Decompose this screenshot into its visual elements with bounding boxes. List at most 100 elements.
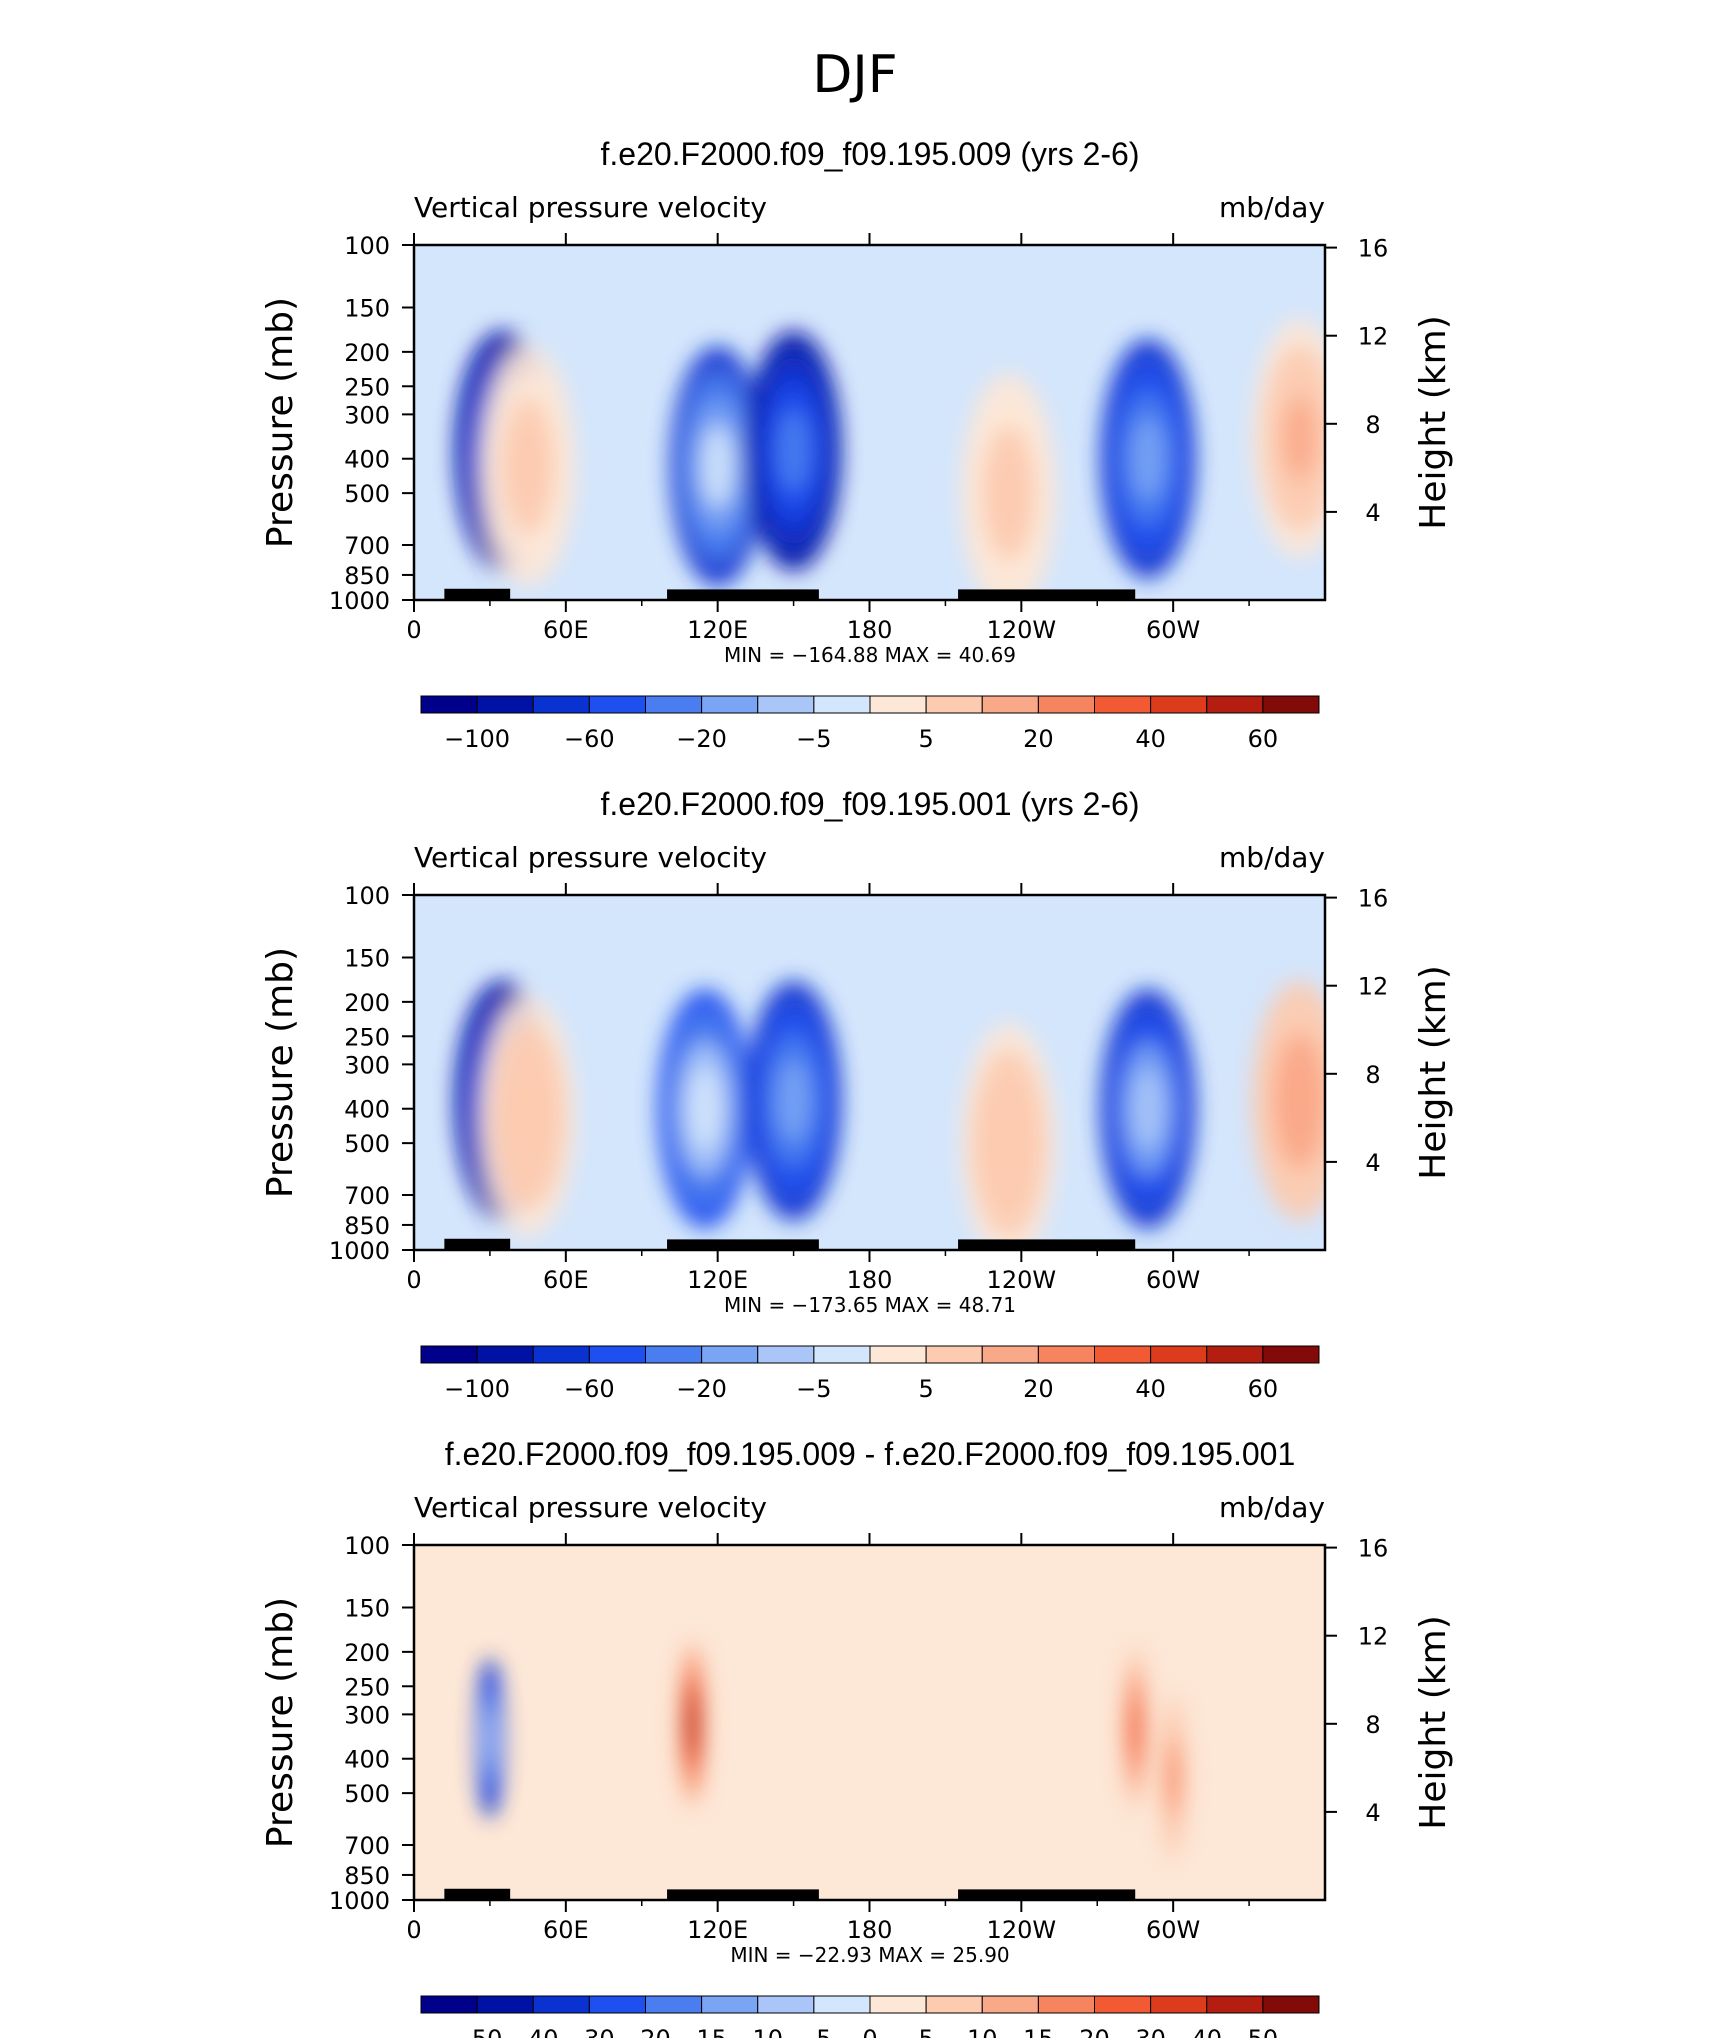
topography xyxy=(958,589,1136,600)
y-axis-label: Pressure (mb) xyxy=(260,297,301,548)
y-tick-label: 200 xyxy=(344,339,390,367)
x-tick-label: 180 xyxy=(847,1266,893,1294)
y-right-tick-label: 12 xyxy=(1358,973,1389,1001)
x-tick-label: 120E xyxy=(687,616,748,644)
colorbar-label: 50 xyxy=(1248,2025,1279,2038)
colorbar-label: −15 xyxy=(676,2025,727,2038)
x-tick-label: 120W xyxy=(987,1266,1057,1294)
colorbar-swatch xyxy=(757,695,815,714)
colorbar-swatch xyxy=(701,1995,759,2014)
topography xyxy=(667,589,819,600)
y-tick-label: 850 xyxy=(344,1212,390,1240)
y-tick-label: 700 xyxy=(344,532,390,560)
y-tick-label: 150 xyxy=(344,295,390,323)
y-right-tick-label: 12 xyxy=(1358,323,1389,351)
colorbar-swatch xyxy=(925,1345,983,1364)
colorbar-swatch xyxy=(476,1995,534,2014)
colorbar-swatch xyxy=(869,1995,927,2014)
y-tick-label: 250 xyxy=(344,1673,390,1701)
y-tick-label: 200 xyxy=(344,1639,390,1667)
y-tick-label: 150 xyxy=(344,1595,390,1623)
feature-blob xyxy=(511,425,545,508)
y-tick-label: 1000 xyxy=(329,1237,390,1265)
min-max-stats: MIN = −164.88 MAX = 40.69 xyxy=(724,643,1016,667)
y-tick-label: 700 xyxy=(344,1832,390,1860)
y-tick-label: 400 xyxy=(344,446,390,474)
field-features xyxy=(454,318,1325,600)
page-title: DJF xyxy=(812,45,897,105)
x-tick-label: 60E xyxy=(543,1266,589,1294)
colorbar-label: 5 xyxy=(918,1375,933,1403)
y-axis-right-label: Height (km) xyxy=(1413,315,1454,529)
contour-field xyxy=(414,1545,1325,1900)
colorbar-swatch xyxy=(588,1345,646,1364)
contour-field xyxy=(414,245,1325,600)
colorbar-label: 5 xyxy=(918,2025,933,2038)
y-right-tick-label: 8 xyxy=(1365,1061,1380,1089)
feature-blob xyxy=(1131,417,1165,500)
colorbar-label: −60 xyxy=(564,1375,615,1403)
colorbar-swatch xyxy=(532,1345,590,1364)
y-axis-right-label: Height (km) xyxy=(1413,965,1454,1179)
colorbar-swatch xyxy=(1262,1345,1320,1364)
colorbar-swatch xyxy=(813,1345,871,1364)
y-tick-label: 850 xyxy=(344,562,390,590)
colorbar-swatch xyxy=(1037,1345,1095,1364)
y-right-tick-label: 4 xyxy=(1365,499,1380,527)
x-tick-label: 60E xyxy=(543,1916,589,1944)
y-tick-label: 300 xyxy=(344,1051,390,1079)
min-max-stats: MIN = −22.93 MAX = 25.90 xyxy=(730,1943,1009,1967)
colorbar-swatch xyxy=(420,695,478,714)
colorbar-swatch xyxy=(1094,695,1152,714)
chart-title: f.e20.F2000.f09_f09.195.001 (yrs 2-6) xyxy=(600,786,1139,822)
y-tick-label: 150 xyxy=(344,945,390,973)
min-max-stats: MIN = −173.65 MAX = 48.71 xyxy=(724,1293,1016,1317)
colorbar-swatch xyxy=(1037,695,1095,714)
colorbar-label: 5 xyxy=(918,725,933,753)
colorbar-swatch xyxy=(420,1345,478,1364)
y-tick-label: 400 xyxy=(344,1096,390,1124)
y-tick-label: 850 xyxy=(344,1862,390,1890)
colorbar-swatch xyxy=(476,695,534,714)
topography xyxy=(958,1239,1136,1250)
colorbar-swatch xyxy=(1206,1995,1264,2014)
x-tick-label: 120E xyxy=(687,1916,748,1944)
colorbar-label: −40 xyxy=(508,2025,559,2038)
colorbar-swatch xyxy=(757,1345,815,1364)
colorbar-label: 15 xyxy=(1023,2025,1054,2038)
colorbar-swatch xyxy=(701,1345,759,1364)
units-label: mb/day xyxy=(1219,191,1325,224)
colorbar-label: −5 xyxy=(796,2025,831,2038)
colorbar-swatch xyxy=(645,1345,703,1364)
feature-blob xyxy=(992,1102,1026,1184)
colorbar-swatch xyxy=(420,1995,478,2014)
y-right-tick-label: 12 xyxy=(1358,1623,1389,1651)
colorbar-swatch xyxy=(588,695,646,714)
colorbar-swatch xyxy=(1037,1995,1095,2014)
feature-blob xyxy=(687,1697,698,1752)
x-tick-label: 120E xyxy=(687,1266,748,1294)
colorbar-label: 20 xyxy=(1079,2025,1110,2038)
feature-blob xyxy=(1131,1067,1165,1150)
y-tick-label: 1000 xyxy=(329,587,390,615)
feature-blob xyxy=(688,1067,722,1150)
x-tick-label: 180 xyxy=(847,616,893,644)
colorbar-swatch xyxy=(757,1995,815,2014)
y-tick-label: 300 xyxy=(344,401,390,429)
colorbar-swatch xyxy=(981,1345,1039,1364)
colorbar-swatch xyxy=(1094,1345,1152,1364)
x-tick-label: 60E xyxy=(543,616,589,644)
colorbar-label: 40 xyxy=(1135,725,1166,753)
chart-panel-2: f.e20.F2000.f09_f09.195.001 (yrs 2-6) Ver… xyxy=(260,786,1454,1403)
contour-field xyxy=(414,895,1325,1250)
colorbar-label: −30 xyxy=(564,2025,615,2038)
colorbar-label: 40 xyxy=(1135,1375,1166,1403)
colorbar-swatch xyxy=(476,1345,534,1364)
colorbar-swatch xyxy=(813,1995,871,2014)
x-tick-label: 0 xyxy=(406,1916,421,1944)
y-right-tick-label: 8 xyxy=(1365,411,1380,439)
x-tick-label: 60W xyxy=(1146,1916,1200,1944)
colorbar-label: 20 xyxy=(1023,1375,1054,1403)
colorbar-label: 20 xyxy=(1023,725,1054,753)
